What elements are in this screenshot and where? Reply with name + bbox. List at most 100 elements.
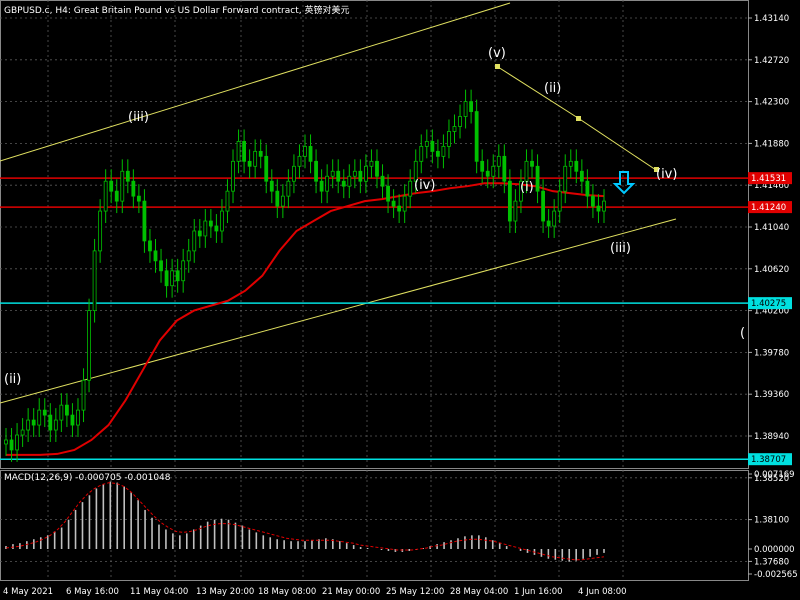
candle-body — [253, 150, 258, 167]
level-price-label: 1.38707 — [751, 455, 786, 465]
y-tick-label: 1.39780 — [754, 348, 789, 358]
candles — [4, 89, 606, 462]
macd-signal-value: -0.001048 — [124, 473, 171, 483]
y-tick-label: 1.38100 — [754, 516, 789, 526]
candle-body — [264, 155, 269, 182]
candle-body — [519, 180, 523, 202]
symbol-timeframe: GBPUSD.c, H4: — [4, 6, 71, 16]
x-tick-label: 4 Jun 08:00 — [578, 587, 627, 597]
candle-body — [65, 404, 69, 416]
macd-y-tick-label: -0.002565 — [754, 570, 798, 580]
candle-body — [447, 131, 451, 147]
channel-upper-line — [0, 2, 511, 162]
candle-body — [236, 141, 241, 162]
x-tick-label: 25 May 12:00 — [386, 587, 444, 597]
candle-body — [292, 165, 296, 182]
candle-body — [524, 160, 529, 182]
candle-body — [485, 170, 490, 177]
candle-body — [280, 195, 285, 207]
candle-body — [303, 145, 307, 157]
candle-body — [364, 165, 368, 182]
macd-label: MACD(12,26,9) — [4, 473, 73, 483]
candle-body — [181, 260, 186, 282]
wave-label: (ii) — [544, 81, 561, 96]
symbol-description: Great Britain Pound vs US Dollar Forward… — [73, 6, 302, 16]
candle-body — [109, 180, 114, 192]
wave-point-marker — [654, 167, 659, 172]
candle-body — [120, 170, 125, 202]
candle-body — [352, 170, 357, 177]
candle-body — [148, 240, 152, 252]
candle-body — [20, 429, 25, 436]
candle-body — [131, 180, 136, 197]
candle-body — [380, 175, 385, 187]
level-price-tag — [748, 297, 792, 310]
wave-labels: (ii) (iii) (iv) (v) (i) (ii) (iii) (iv) ( — [4, 46, 745, 387]
candle-body — [330, 170, 335, 177]
y-tick-label: 1.40620 — [754, 265, 789, 275]
candle-body — [513, 200, 518, 222]
candle-body — [347, 175, 352, 187]
candle-body — [463, 101, 468, 117]
candle-body — [203, 220, 208, 237]
candle-body — [563, 165, 568, 192]
y-tick-label: 1.41040 — [754, 223, 789, 233]
y-tick-label: 1.38520 — [754, 474, 789, 484]
grid — [0, 0, 749, 581]
candle-body — [186, 250, 191, 262]
macd-signal-line — [5, 482, 605, 561]
candle-body — [192, 230, 197, 252]
y-tick-label: 1.39360 — [754, 390, 789, 400]
candle-body — [430, 141, 435, 152]
y-tick-label: 1.41880 — [754, 139, 789, 149]
candle-body — [435, 150, 440, 157]
level-price-label: 1.41240 — [751, 203, 786, 213]
candle-body — [397, 205, 402, 212]
level-price-label: 1.40275 — [751, 299, 786, 309]
x-tick-label: 11 May 04:00 — [130, 587, 188, 597]
candle-body — [153, 250, 158, 262]
candle-body — [208, 220, 213, 227]
candle-body — [441, 145, 446, 157]
wave-point-marker — [576, 116, 581, 121]
candle-body — [369, 160, 374, 167]
candle-body — [341, 180, 346, 187]
main-plot-border — [0, 0, 749, 469]
x-tick-label: 1 Jun 16:00 — [514, 587, 563, 597]
candle-body — [48, 414, 53, 431]
candle-body — [103, 180, 108, 212]
candle-body — [530, 160, 534, 167]
time-axis: 4 May 2021 6 May 16:00 11 May 04:00 13 May … — [3, 587, 627, 597]
chart-header: GBPUSD.c, H4: Great Britain Pound vs US … — [4, 3, 349, 16]
candle-body — [225, 190, 230, 212]
candle-body — [87, 310, 91, 381]
candle-body — [325, 175, 330, 192]
candle-body — [70, 414, 75, 426]
candle-body — [297, 155, 302, 167]
candle-body — [159, 260, 163, 272]
trend-channel[interactable] — [0, 2, 677, 404]
candle-body — [308, 145, 313, 162]
channel-lower-line — [0, 218, 677, 404]
y-tick-label: 1.37680 — [754, 557, 789, 567]
candle-body — [92, 250, 97, 311]
horizontal-levels[interactable]: 1.41531 1.41240 1.40275 1.38707 — [0, 172, 792, 466]
candle-body — [286, 180, 291, 197]
y-tick-label: 1.43140 — [754, 14, 789, 24]
candle-body — [574, 160, 579, 172]
candle-body — [602, 200, 606, 212]
candle-body — [386, 185, 390, 202]
candle-body — [591, 195, 595, 207]
candle-body — [552, 210, 557, 227]
candle-body — [568, 160, 573, 167]
candle-body — [247, 160, 252, 167]
wave-label: (iv) — [414, 178, 435, 193]
candle-body — [336, 170, 341, 182]
candle-body — [42, 409, 47, 416]
candle-body — [557, 190, 562, 212]
macd-header: MACD(12,26,9) -0.000705 -0.001048 — [4, 473, 171, 483]
wave-label: (v) — [488, 46, 506, 61]
level-price-label: 1.41531 — [751, 174, 786, 184]
candle-body — [579, 170, 584, 182]
